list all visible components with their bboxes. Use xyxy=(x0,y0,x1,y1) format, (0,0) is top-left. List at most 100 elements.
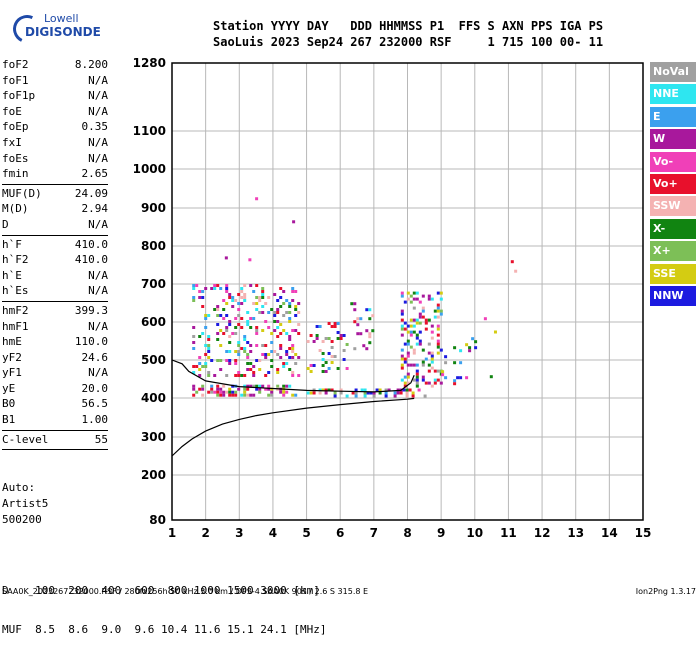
echo-point xyxy=(210,287,214,290)
echo-point xyxy=(321,364,325,367)
echo-point xyxy=(270,350,274,353)
echo-point xyxy=(350,302,354,306)
echo-point xyxy=(255,329,259,332)
scaled-parameters-panel: foF2 8.200 foF1 N/A foF1p N/A foE N/A foEp 0.35 fx… xyxy=(2,57,108,451)
echo-point xyxy=(276,311,280,314)
echo-point xyxy=(292,220,296,224)
param-value: 1.00 xyxy=(81,413,109,427)
param-row: MUF(D) 24.09 xyxy=(2,186,108,202)
echo-point xyxy=(261,296,265,299)
echo-point xyxy=(294,308,298,311)
echo-point xyxy=(409,318,413,322)
echo-point xyxy=(237,302,241,305)
echo-point xyxy=(228,335,232,338)
echo-point xyxy=(297,332,301,335)
echo-point xyxy=(444,355,448,359)
echo-point xyxy=(400,363,404,367)
echo-point xyxy=(421,348,425,352)
echo-point xyxy=(427,297,431,301)
echo-point xyxy=(291,350,295,353)
echo-point xyxy=(291,287,295,290)
echo-point xyxy=(204,317,208,320)
echo-point xyxy=(291,356,295,359)
echo-point xyxy=(415,363,419,367)
echo-point xyxy=(237,387,241,391)
echo-point xyxy=(405,388,409,392)
echo-point xyxy=(282,290,286,293)
echo-point xyxy=(219,393,223,397)
y-tick-label: 300 xyxy=(141,430,166,444)
echo-point xyxy=(270,308,274,311)
echo-point xyxy=(400,366,404,370)
echo-point xyxy=(412,324,416,328)
x-tick-label: 14 xyxy=(601,526,618,540)
param-name: h`E xyxy=(2,268,22,282)
echo-point xyxy=(415,381,419,385)
legend-item-x-: X- xyxy=(650,218,696,239)
echo-point xyxy=(309,391,313,395)
echo-point xyxy=(270,387,274,391)
echo-point xyxy=(264,374,268,377)
echo-point xyxy=(231,299,235,302)
echo-point xyxy=(282,384,286,388)
echo-point xyxy=(333,391,337,395)
echo-point xyxy=(330,388,334,392)
echo-point xyxy=(396,391,400,395)
echo-point xyxy=(297,374,301,377)
header-line1: Station YYYY DAY DDD HHMMSS P1 FFS S AXN… xyxy=(213,19,604,33)
echo-point xyxy=(264,302,268,305)
echo-point xyxy=(403,300,407,304)
param-value: N/A xyxy=(88,73,108,87)
echo-point xyxy=(252,371,256,374)
echo-point xyxy=(318,388,322,392)
echo-point xyxy=(294,353,298,356)
echo-point xyxy=(201,393,205,397)
echo-point xyxy=(294,393,298,397)
echo-point xyxy=(430,360,434,364)
echo-point xyxy=(384,388,388,392)
echo-point xyxy=(423,394,427,398)
param-name: yF1 xyxy=(2,366,22,380)
echo-point xyxy=(225,302,229,305)
echo-point xyxy=(225,284,229,287)
echo-point xyxy=(360,388,364,392)
echo-point xyxy=(400,327,404,331)
echo-point xyxy=(240,317,244,320)
echo-point xyxy=(288,347,292,350)
echo-point xyxy=(255,296,259,299)
echo-point xyxy=(201,305,205,308)
param-value: N/A xyxy=(88,135,108,149)
echo-point xyxy=(436,339,440,343)
echo-point xyxy=(418,321,422,325)
echo-point xyxy=(270,341,274,344)
echo-point xyxy=(273,320,277,323)
echo-point xyxy=(213,308,217,311)
echo-point xyxy=(439,309,443,313)
ionogram-chart: 1 2 3 4 5 6 7 8 9 10 11 12 13 14 158020030040050060070… xyxy=(133,56,652,540)
divider xyxy=(2,300,108,302)
param-value: N/A xyxy=(88,319,108,333)
echo-point xyxy=(213,284,217,287)
echo-point xyxy=(216,305,220,308)
echo-point xyxy=(384,391,388,395)
echo-point xyxy=(231,384,235,388)
echo-point xyxy=(207,371,211,374)
echo-point xyxy=(424,357,428,361)
param-row: yF1 N/A xyxy=(2,365,108,381)
echo-point xyxy=(237,308,241,311)
echo-point xyxy=(387,388,391,392)
echo-point xyxy=(400,354,404,358)
echo-point xyxy=(255,332,259,335)
echo-point xyxy=(371,314,375,318)
echo-point xyxy=(225,287,229,290)
echo-point xyxy=(192,387,196,391)
echo-point xyxy=(192,326,196,329)
echo-point xyxy=(192,384,196,388)
echo-point xyxy=(353,347,357,351)
echo-point xyxy=(216,390,220,394)
param-row: hmF1 N/A xyxy=(2,319,108,335)
echo-point xyxy=(279,305,283,308)
echo-point xyxy=(240,302,244,305)
echo-point xyxy=(288,335,292,338)
param-name: foE xyxy=(2,104,22,118)
